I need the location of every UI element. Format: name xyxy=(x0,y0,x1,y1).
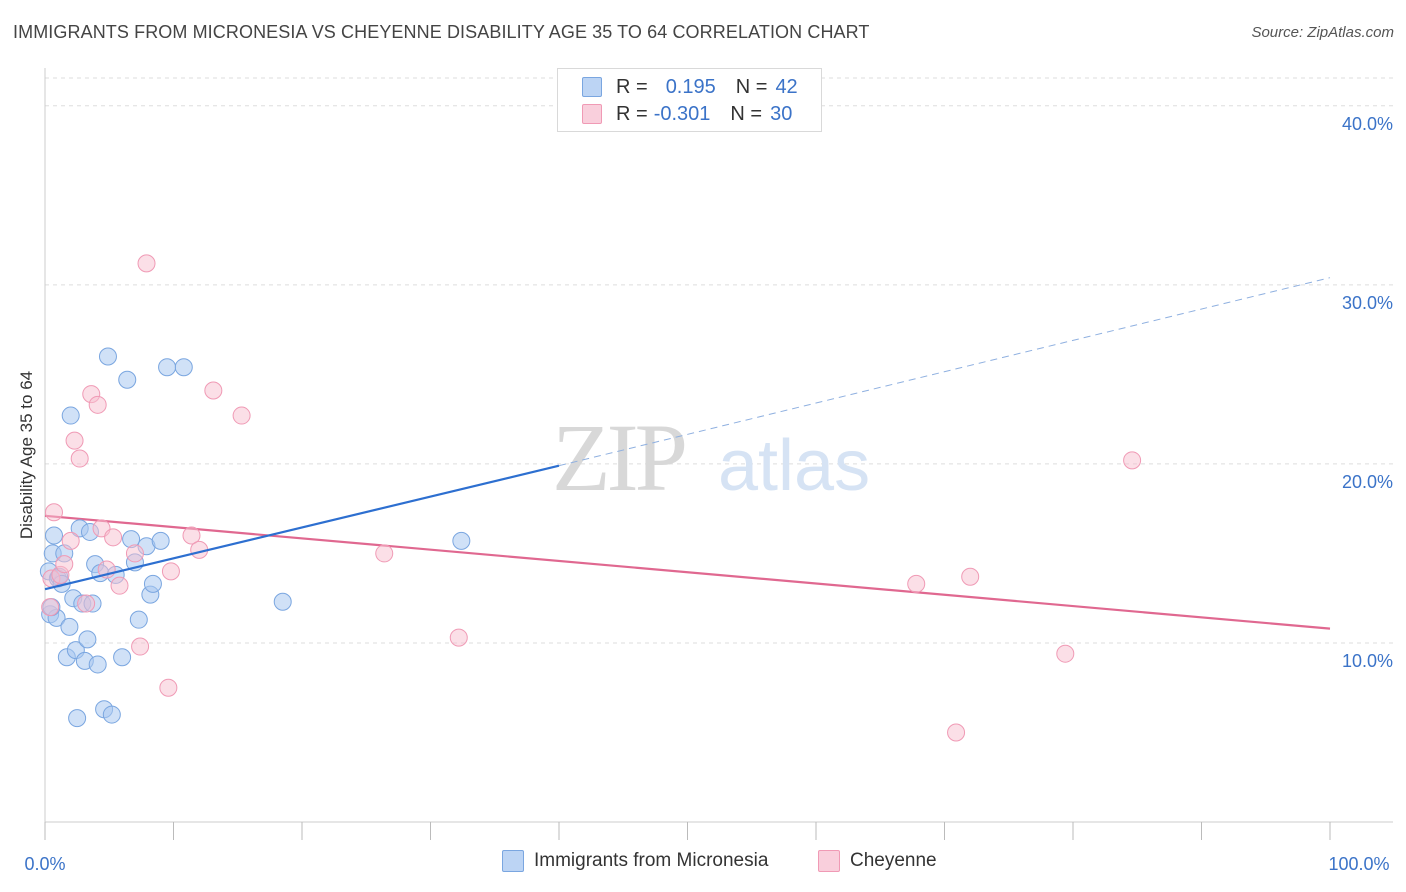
cheyenne-point xyxy=(159,678,178,697)
y-tick-label: 40.0% xyxy=(1342,114,1393,134)
cheyenne-point xyxy=(1123,451,1142,470)
micronesia-point xyxy=(113,648,132,667)
watermark-atlas: atlas xyxy=(718,426,870,506)
micronesia-point xyxy=(174,358,193,377)
cheyenne-point xyxy=(65,431,84,450)
micronesia-point xyxy=(44,526,63,545)
stats-legend-row-cheyenne: R = -0.301 N = 30 xyxy=(558,100,792,128)
x-tick-label: 0.0% xyxy=(24,854,65,874)
micronesia-point xyxy=(102,705,121,724)
micronesia-point xyxy=(273,592,292,611)
r-value: 0.195 xyxy=(665,75,716,98)
micronesia-point xyxy=(68,709,87,728)
cheyenne-point xyxy=(110,576,129,595)
micronesia-point xyxy=(129,610,148,629)
n-value: 30 xyxy=(770,102,793,125)
y-tick-label: 30.0% xyxy=(1342,293,1393,313)
watermark-zip: ZIP xyxy=(552,404,685,511)
n-label: N = xyxy=(735,75,768,98)
cheyenne-point xyxy=(961,567,980,586)
chart-title: IMMIGRANTS FROM MICRONESIA VS CHEYENNE D… xyxy=(13,22,870,42)
cheyenne-point xyxy=(125,544,144,563)
micronesia-point xyxy=(88,655,107,674)
micronesia-point xyxy=(78,630,97,649)
micronesia-trend-line xyxy=(44,464,560,591)
legend-item-cheyenne: Cheyenne xyxy=(818,850,937,872)
r-value: -0.301 xyxy=(653,102,711,125)
legend-item-micronesia: Immigrants from Micronesia xyxy=(502,850,768,872)
pink-swatch-icon xyxy=(582,104,602,124)
cheyenne-point xyxy=(232,406,251,425)
cheyenne-point xyxy=(907,574,926,593)
cheyenne-point xyxy=(55,555,74,574)
r-label: R = xyxy=(616,102,648,125)
micronesia-point xyxy=(143,574,162,593)
micronesia-point xyxy=(61,406,80,425)
cheyenne-point xyxy=(70,449,89,468)
micronesia-point xyxy=(98,347,117,366)
legend-label-cheyenne: Cheyenne xyxy=(850,850,937,871)
cheyenne-point xyxy=(204,381,223,400)
blue-swatch-icon xyxy=(582,77,602,97)
micronesia-point xyxy=(60,617,79,636)
micronesia-point xyxy=(118,370,137,389)
cheyenne-point xyxy=(1056,644,1075,663)
legend-label-micronesia: Immigrants from Micronesia xyxy=(534,850,769,871)
y-tick-label: 20.0% xyxy=(1342,472,1393,492)
stats-legend-row-micronesia: R = 0.195 N = 42 xyxy=(558,73,798,101)
micronesia-trend-extension xyxy=(558,277,1331,467)
cheyenne-point xyxy=(161,562,180,581)
pink-swatch-icon xyxy=(818,850,840,872)
micronesia-point xyxy=(158,358,177,377)
cheyenne-point xyxy=(61,531,80,550)
cheyenne-trend-line xyxy=(44,514,1331,630)
y-tick-label: 10.0% xyxy=(1342,651,1393,671)
cheyenne-point xyxy=(131,637,150,656)
cheyenne-point xyxy=(88,395,107,414)
cheyenne-point xyxy=(375,544,394,563)
micronesia-point xyxy=(151,531,170,550)
cheyenne-point xyxy=(947,723,966,742)
cheyenne-point xyxy=(77,594,96,613)
cheyenne-point xyxy=(182,526,201,545)
cheyenne-point xyxy=(449,628,468,647)
n-label: N = xyxy=(730,102,763,125)
n-value: 42 xyxy=(775,75,798,98)
r-label: R = xyxy=(616,75,648,98)
source-label: Source: ZipAtlas.com xyxy=(1251,24,1394,41)
x-tick-label: 100.0% xyxy=(1328,854,1389,874)
micronesia-point xyxy=(452,531,471,550)
cheyenne-point xyxy=(41,598,60,617)
cheyenne-point xyxy=(104,528,123,547)
cheyenne-point xyxy=(44,503,63,522)
stats-legend: R = 0.195 N = 42 R = -0.301 N = 30 xyxy=(557,68,822,132)
blue-swatch-icon xyxy=(502,850,524,872)
cheyenne-point xyxy=(137,254,156,273)
